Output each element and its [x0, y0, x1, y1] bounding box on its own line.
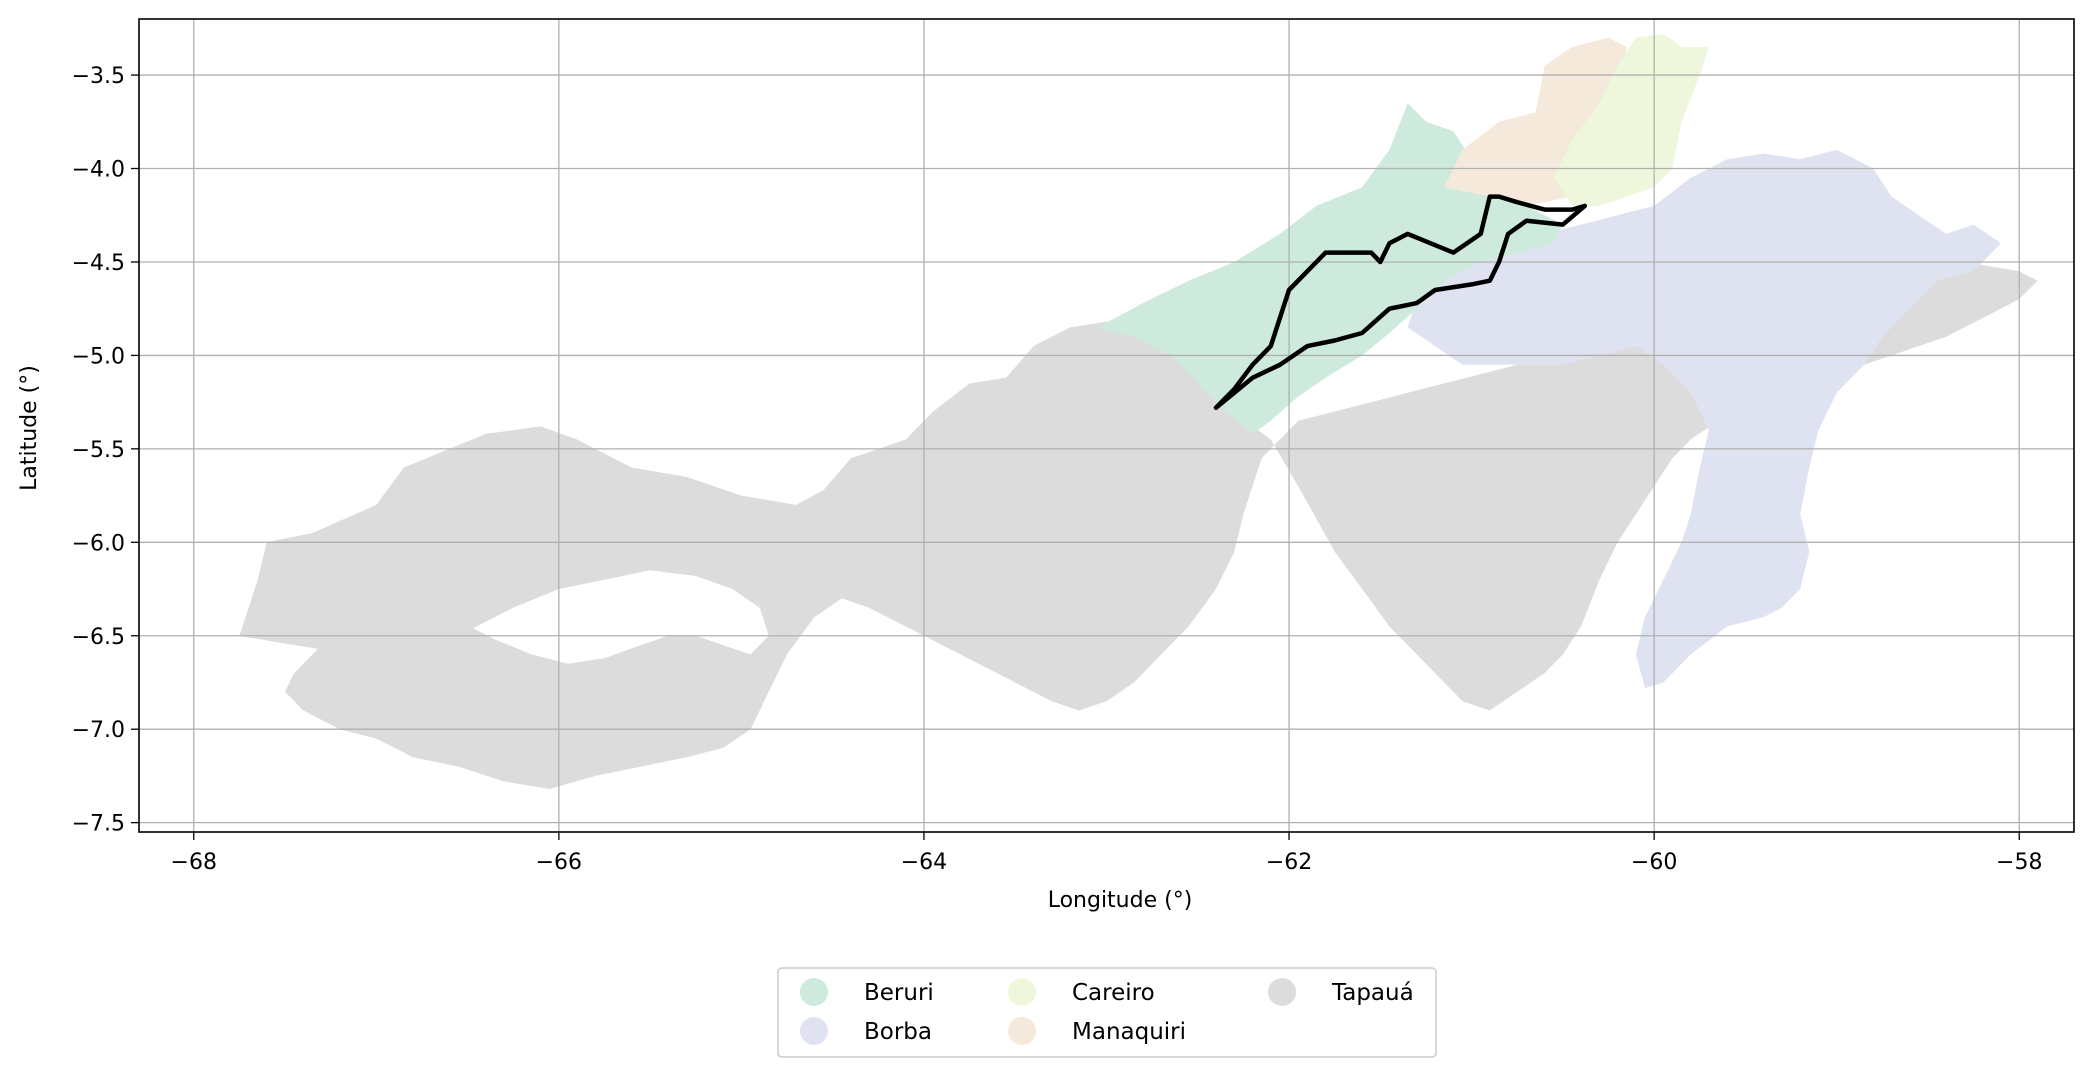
x-tick-label: −62: [1266, 850, 1312, 875]
y-tick-label: −6.5: [72, 625, 125, 650]
legend-items: Beruri Borba Careiro Manaquiri Tapauá: [800, 978, 1414, 1045]
legend-swatch: [1008, 1017, 1036, 1045]
y-tick-label: −7.5: [72, 812, 125, 837]
legend-swatch: [800, 978, 828, 1006]
y-axis-ticks: −3.5 −4.0 −4.5 −5.0 −5.5 −6.0 −6.5 −7.0 −7.5: [72, 64, 139, 837]
legend-swatch: [1008, 978, 1036, 1006]
x-axis-ticks: −68 −66 −64 −62 −60 −58: [171, 832, 2042, 875]
legend-item-beruri: Beruri: [800, 978, 934, 1006]
y-axis-label: Latitude (°): [17, 365, 42, 491]
x-axis-label: Longitude (°): [1048, 888, 1193, 913]
x-tick-label: −64: [901, 850, 947, 875]
y-tick-label: −7.0: [72, 718, 125, 743]
legend-swatch: [1268, 978, 1296, 1006]
legend-label: Borba: [864, 1019, 932, 1045]
x-tick-label: −58: [1996, 850, 2042, 875]
legend-item-manaquiri: Manaquiri: [1008, 1017, 1186, 1045]
region-borba: [1407, 149, 2001, 689]
legend-swatch: [800, 1017, 828, 1045]
y-tick-label: −4.5: [72, 251, 125, 276]
gridlines: [139, 19, 2074, 832]
y-tick-label: −5.0: [72, 344, 125, 369]
y-tick-label: −5.5: [72, 438, 125, 463]
legend-item-tapau: Tapauá: [1268, 978, 1414, 1006]
y-tick-label: −6.0: [72, 531, 125, 556]
study-area-outline: [1213, 194, 1588, 410]
study-area-outline-layer: [1213, 194, 1588, 410]
legend-label: Beruri: [864, 980, 934, 1006]
legend-label: Manaquiri: [1072, 1019, 1186, 1045]
x-tick-label: −60: [1631, 850, 1677, 875]
x-tick-label: −68: [171, 850, 217, 875]
y-tick-label: −4.0: [72, 158, 125, 183]
legend-item-borba: Borba: [800, 1017, 932, 1045]
region-careiro: [1553, 34, 1709, 206]
plot-frame: [138, 18, 2075, 833]
x-tick-label: −66: [536, 850, 582, 875]
legend-item-careiro: Careiro: [1008, 978, 1155, 1006]
legend-label: Careiro: [1072, 980, 1155, 1006]
y-tick-label: −3.5: [72, 64, 125, 89]
legend-label: Tapauá: [1331, 980, 1414, 1006]
legend: Beruri Borba Careiro Manaquiri Tapauá: [777, 967, 1437, 1058]
